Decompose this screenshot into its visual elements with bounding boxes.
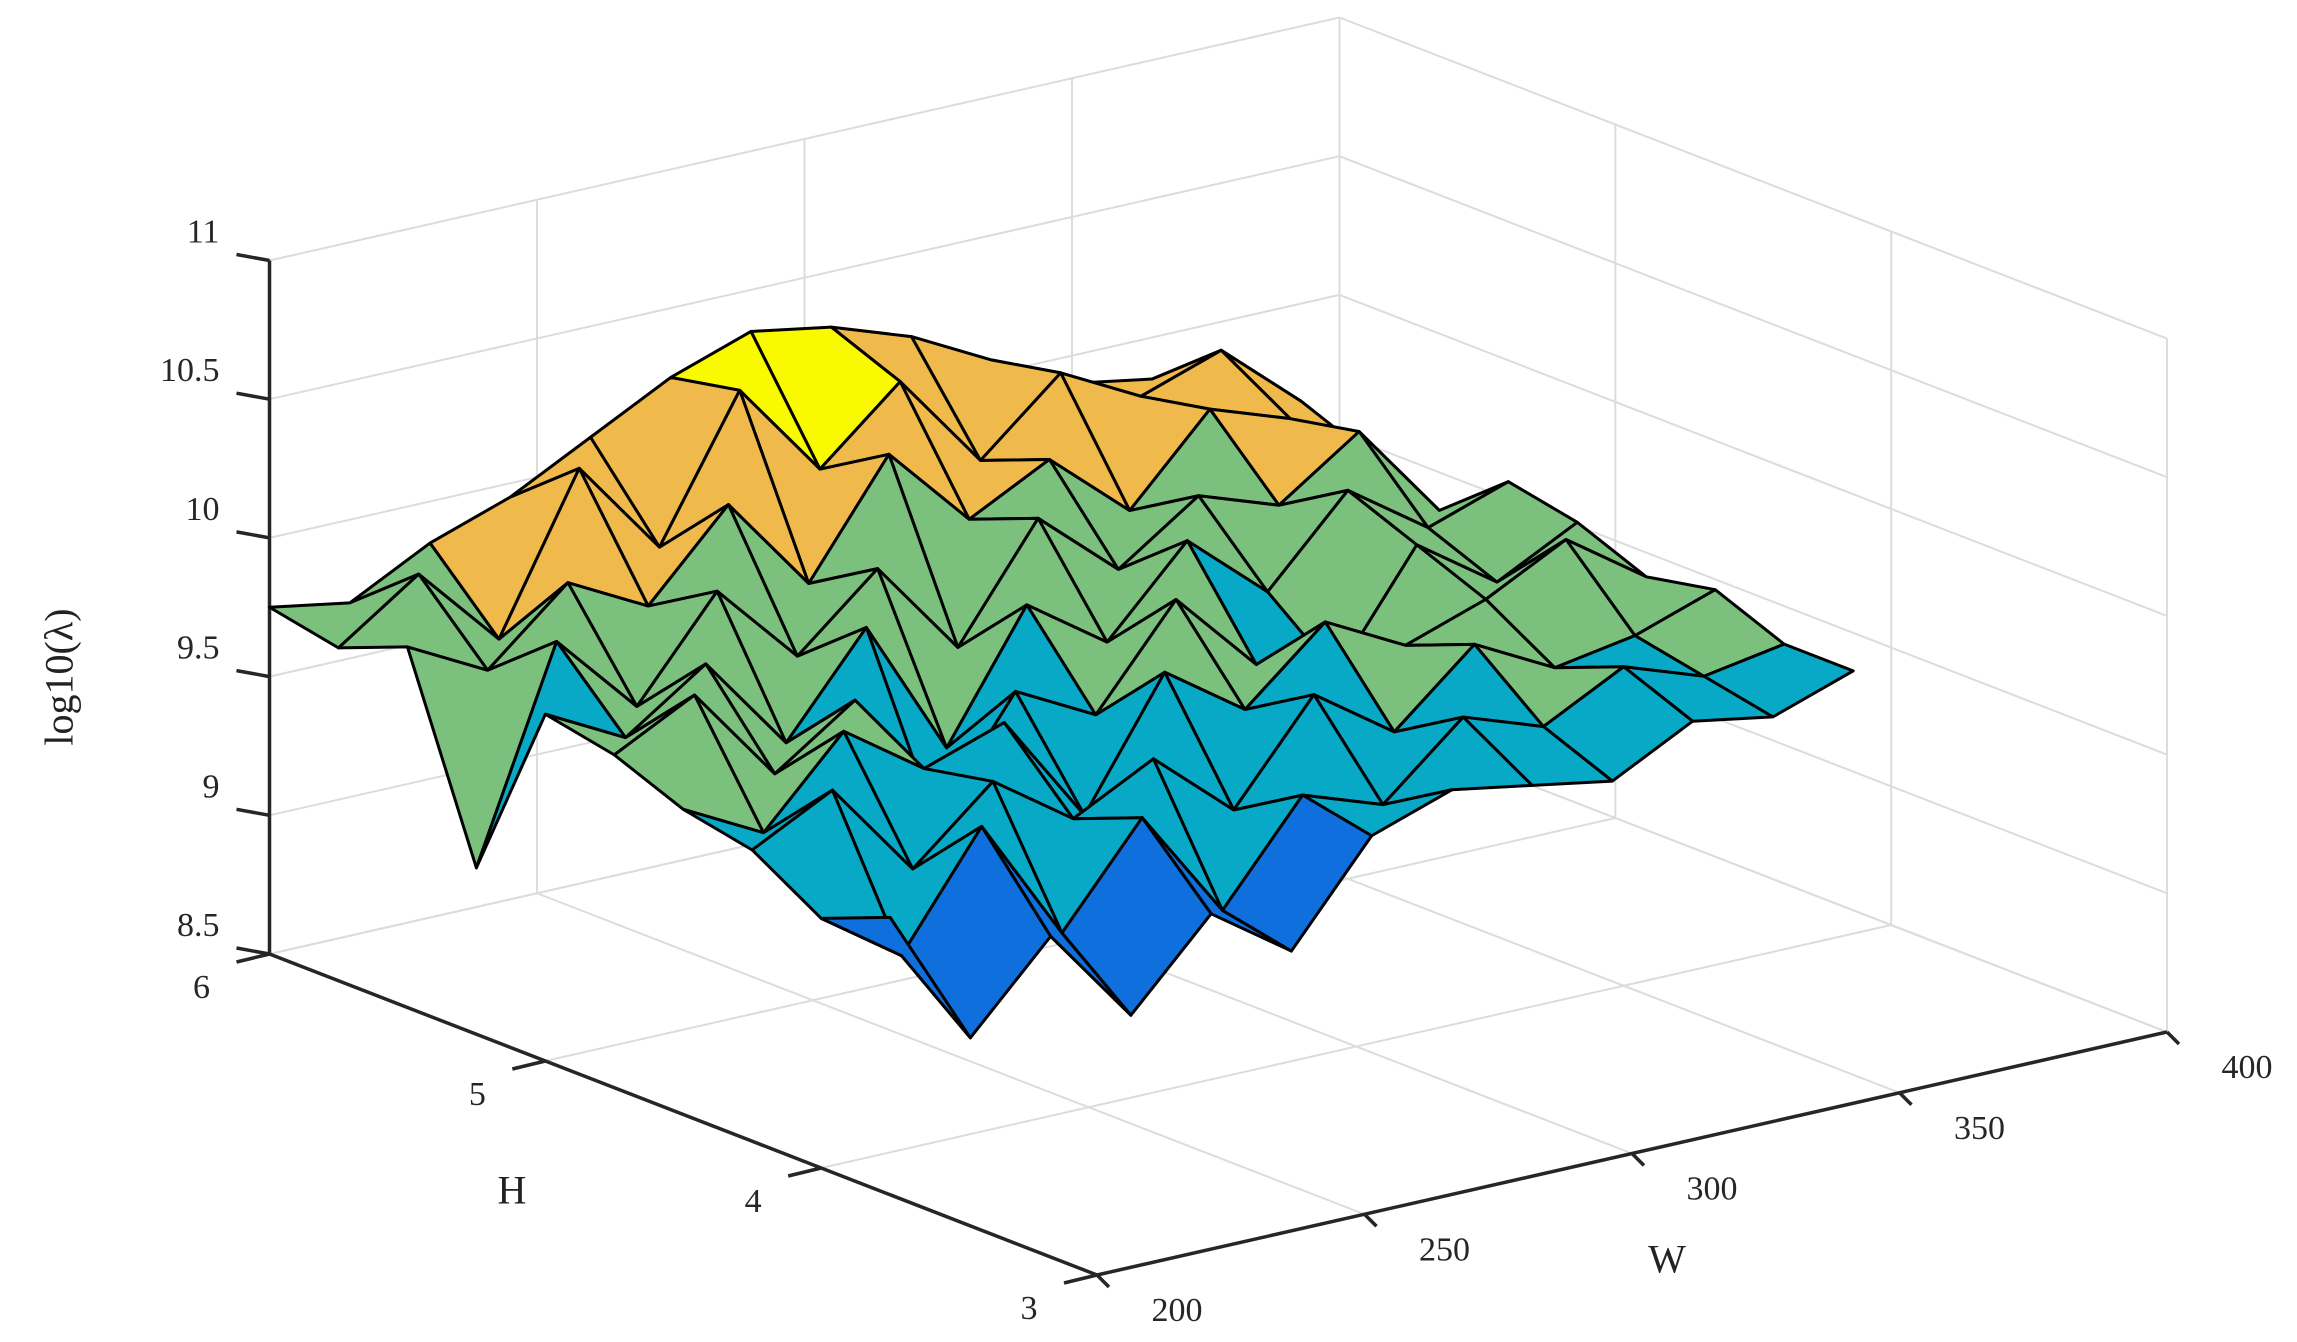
w-tick-mark	[1898, 1091, 1913, 1106]
w-tick-label: 200	[1152, 1292, 1203, 1329]
w-tick-label: 350	[1954, 1110, 2005, 1147]
z-tick-mark	[236, 668, 270, 679]
h-tick-mark	[511, 1059, 546, 1071]
h-tick-label: 4	[745, 1183, 762, 1220]
h-axis-line	[268, 952, 1098, 1277]
z-tick-label: 9.5	[177, 630, 220, 667]
w-tick-label: 300	[1687, 1171, 1738, 1208]
h-tick-mark	[787, 1166, 822, 1178]
gridline-w-floor	[536, 892, 1365, 1216]
w-tick-label: 400	[2222, 1049, 2273, 1086]
z-axis-label: log10(λ)	[36, 608, 82, 746]
w-tick-label: 250	[1419, 1231, 1470, 1268]
surface-mesh	[268, 325, 1855, 1040]
surface-face	[819, 915, 972, 1040]
gridline-z-sidewall	[1339, 155, 2168, 479]
w-axis-label: W	[1648, 1236, 1686, 1282]
w-tick-mark	[2165, 1030, 2181, 1046]
h-tick-mark	[1063, 1273, 1098, 1285]
w-tick-mark	[1095, 1273, 1111, 1289]
h-tick-label: 5	[469, 1076, 486, 1113]
h-tick-label: 3	[1021, 1290, 1038, 1327]
h-tick-mark	[236, 952, 270, 964]
gridlines	[268, 16, 2168, 1276]
gridline-z-sidewall	[1339, 16, 2168, 340]
gridline-z-backwall	[269, 16, 1340, 262]
z-tick-mark	[236, 946, 270, 956]
w-tick-mark	[1630, 1152, 1646, 1167]
z-tick-mark	[236, 391, 270, 401]
z-tick-mark	[236, 530, 270, 540]
tick-labels: 8.5 9 9.5 10 10.5 11 3 4 5 6 200 250 300 350 400	[160, 214, 2273, 1330]
z-tick-label: 9	[203, 768, 220, 805]
gridline-z-sidewall	[1339, 432, 2168, 756]
z-tick-label: 10	[186, 491, 220, 528]
z-tick-label: 10.5	[160, 352, 220, 389]
gridline-z-sidewall	[1339, 293, 2168, 617]
w-tick-mark	[1363, 1213, 1378, 1228]
z-tick-label: 8.5	[177, 907, 220, 944]
gridline-h-floor	[820, 924, 1892, 1169]
h-tick-label: 6	[193, 969, 210, 1006]
gridline-z-backwall	[269, 155, 1340, 401]
z-tick-label: 11	[187, 214, 220, 251]
z-tick-mark	[236, 807, 270, 818]
z-tick-mark	[236, 252, 270, 263]
h-axis-label: H	[497, 1167, 527, 1213]
